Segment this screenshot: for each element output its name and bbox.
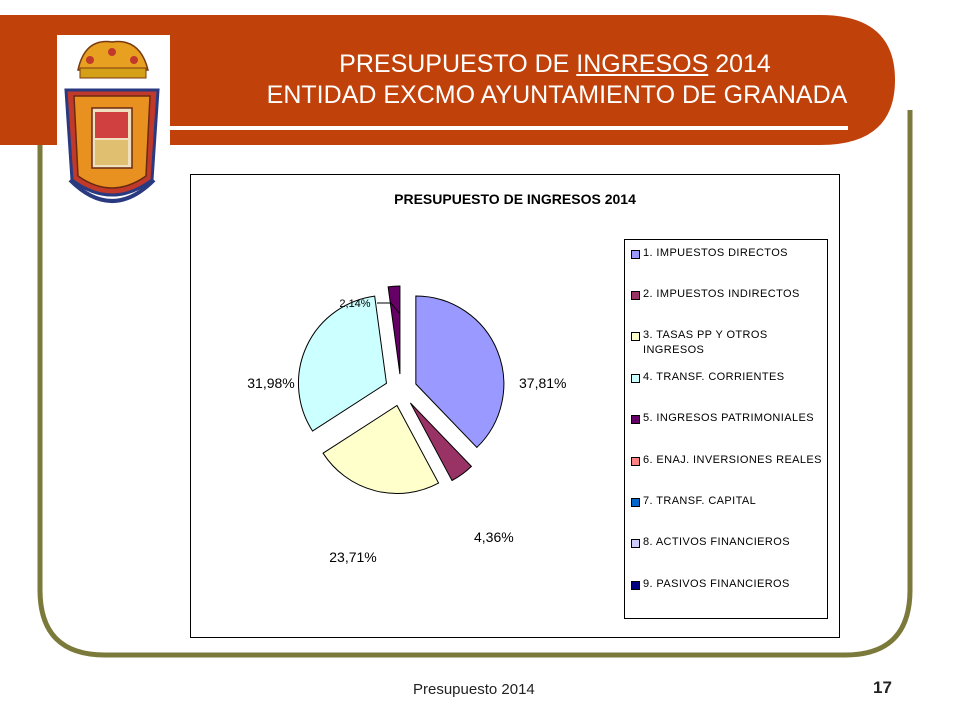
data-label-1: 37,81% — [519, 375, 566, 391]
legend-label-5: 5. INGRESOS PATRIMONIALES — [643, 412, 814, 424]
legend-label-8: 8. ACTIVOS FINANCIEROS — [643, 536, 790, 548]
coat-of-arms-emblem — [57, 35, 170, 215]
data-label-4: 31,98% — [247, 375, 294, 391]
legend-swatch-9 — [631, 581, 640, 590]
legend-swatch-4 — [631, 374, 640, 383]
pie-chart: 37,81% 4,36% 23,71% 31,98% 2,14% — [247, 285, 566, 565]
legend-swatch-8 — [631, 539, 640, 548]
title-band — [0, 15, 895, 145]
pie-slice-1 — [415, 295, 505, 449]
title-prefix: PRESUPUESTO DE — [339, 50, 577, 78]
legend-label-6: 6. ENAJ. INVERSIONES REALES — [643, 454, 822, 466]
title-underline — [170, 126, 848, 130]
data-label-5: 2,14% — [339, 298, 370, 310]
legend-swatch-3 — [631, 332, 640, 341]
legend-label-4: 4. TRANSF. CORRIENTES — [643, 371, 785, 383]
chart-area: PRESUPUESTO DE INGRESOS 2014 37,81% 4,36%… — [190, 174, 840, 638]
footer-text: Presupuesto 2014 — [413, 681, 535, 698]
title-emphasis: INGRESOS — [576, 50, 709, 78]
slide-subtitle: ENTIDAD EXCMO AYUNTAMIENTO DE GRANADA — [266, 81, 848, 109]
title-suffix: 2014 — [708, 50, 771, 78]
chart-title: PRESUPUESTO DE INGRESOS 2014 — [394, 191, 636, 207]
data-label-3: 23,71% — [329, 549, 376, 565]
legend-label-3: 3. TASAS PP Y OTROS INGRESOS — [643, 329, 768, 356]
slide-title: PRESUPUESTO DE INGRESOS 2014 — [230, 49, 880, 79]
legend-label-9: 9. PASIVOS FINANCIEROS — [643, 578, 790, 590]
legend-swatch-5 — [631, 415, 640, 424]
legend-swatch-6 — [631, 457, 640, 466]
content-border — [37, 110, 913, 658]
data-label-2: 4,36% — [474, 529, 514, 545]
legend-label-1: 1. IMPUESTOS DIRECTOS — [643, 247, 788, 259]
chart-legend: 1. IMPUESTOS DIRECTOS 2. IMPUESTOS INDIRE… — [624, 239, 828, 619]
pie-slice-2 — [409, 402, 473, 482]
page-number: 17 — [873, 678, 892, 697]
legend-swatch-1 — [631, 250, 640, 259]
pie-slice-4 — [298, 295, 388, 432]
legend-label-2: 2. IMPUESTOS INDIRECTOS — [643, 288, 800, 300]
legend-label-7: 7. TRANSF. CAPITAL — [643, 495, 757, 507]
legend-swatch-2 — [631, 291, 640, 300]
legend-swatch-7 — [631, 498, 640, 507]
leader-line-5 — [377, 302, 400, 314]
pie-slice-3 — [322, 404, 440, 494]
pie-slice-5 — [387, 285, 401, 375]
